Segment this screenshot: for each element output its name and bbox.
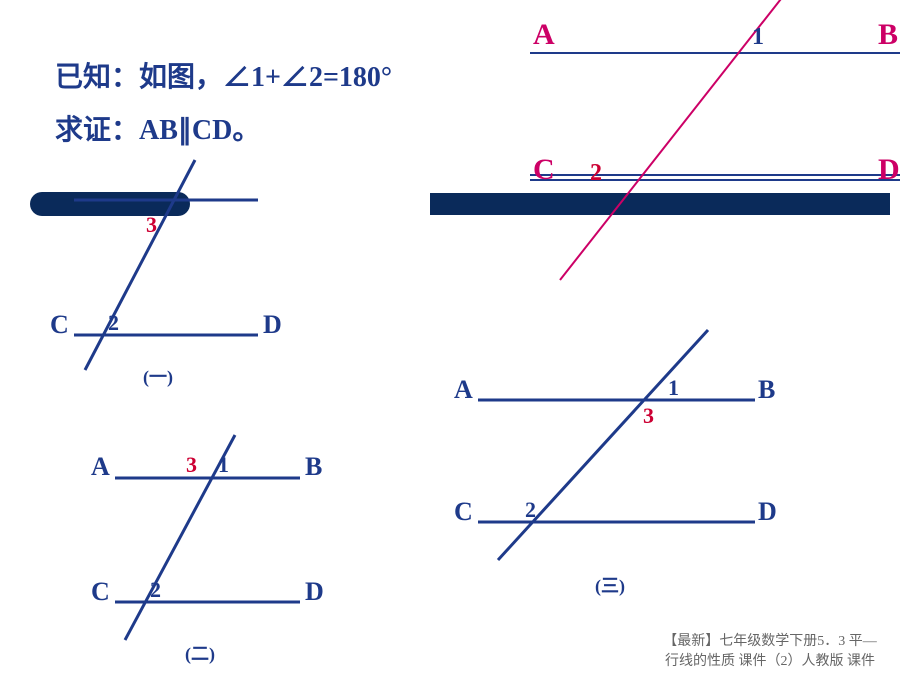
diagram-3: [0, 0, 920, 700]
d3-label-d: D: [758, 497, 777, 527]
d3-label-b: B: [758, 375, 775, 405]
d3-caption: (三): [595, 572, 625, 598]
footer: 【最新】七年级数学下册5．3 平— 行线的性质 课件（2）人教版 课件: [630, 632, 910, 671]
d3-label-c: C: [454, 497, 473, 527]
footer-line1: 【最新】七年级数学下册5．3 平—: [663, 634, 877, 649]
footer-line2: 行线的性质 课件（2）人教版 课件: [665, 654, 875, 669]
d3-label-a: A: [454, 375, 473, 405]
d3-angle-1: 1: [668, 375, 679, 401]
d3-angle-3: 3: [643, 403, 654, 429]
d3-transversal: [498, 330, 708, 560]
d3-angle-2: 2: [525, 497, 536, 523]
